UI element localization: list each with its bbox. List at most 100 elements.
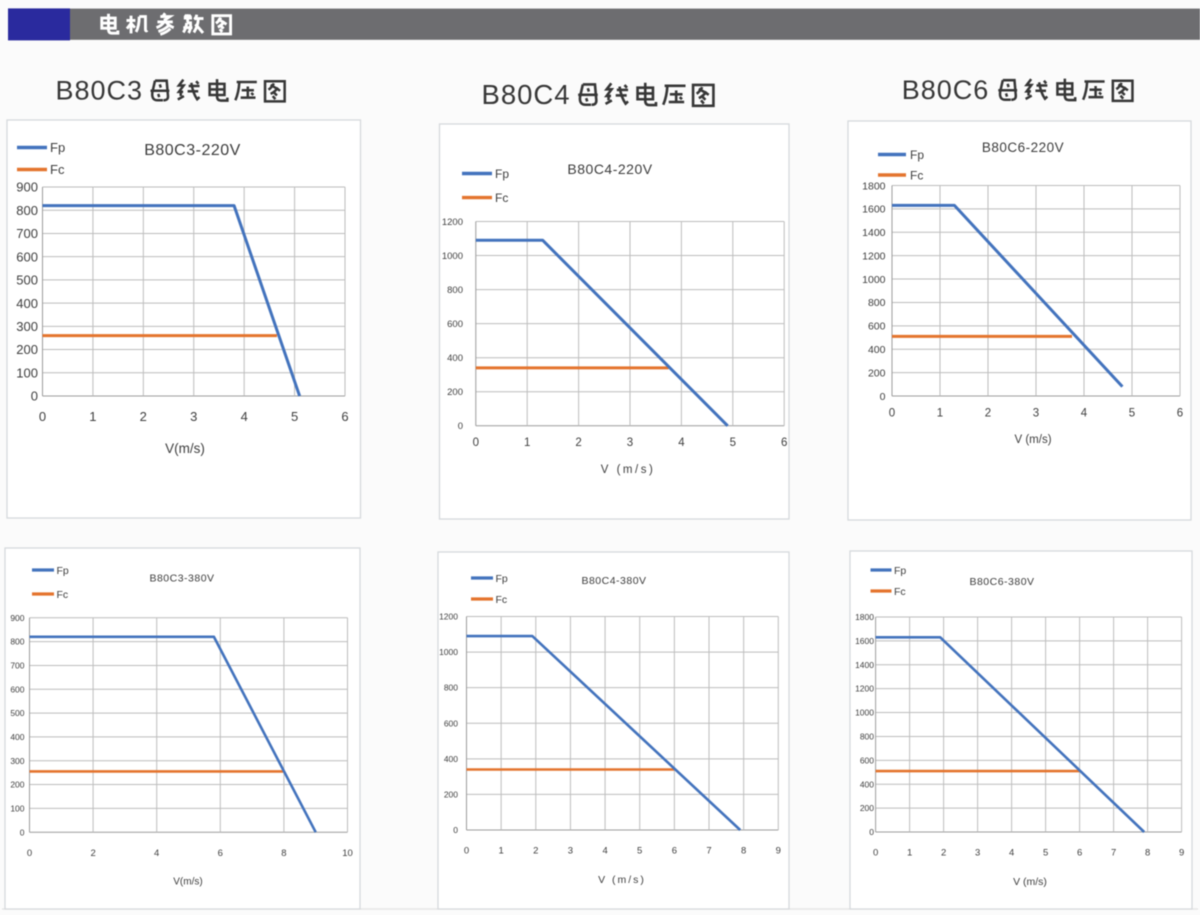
svg-text:4: 4 bbox=[602, 845, 607, 856]
svg-text:0: 0 bbox=[464, 845, 469, 856]
svg-text:Fc: Fc bbox=[894, 586, 906, 598]
svg-text:B80C4: B80C4 bbox=[482, 79, 571, 110]
svg-text:800: 800 bbox=[868, 297, 886, 309]
svg-text:V (m/s): V (m/s) bbox=[1013, 876, 1047, 888]
svg-text:5: 5 bbox=[1043, 847, 1048, 858]
svg-text:3: 3 bbox=[190, 409, 197, 424]
svg-text:1000: 1000 bbox=[439, 647, 458, 657]
svg-text:2: 2 bbox=[941, 847, 946, 858]
svg-text:2: 2 bbox=[575, 437, 581, 449]
svg-text:400: 400 bbox=[16, 296, 38, 311]
svg-text:B80C3-220V: B80C3-220V bbox=[144, 142, 241, 159]
svg-text:1200: 1200 bbox=[442, 217, 463, 228]
svg-text:5: 5 bbox=[291, 409, 298, 424]
svg-text:4: 4 bbox=[1009, 847, 1014, 858]
svg-text:0: 0 bbox=[873, 847, 878, 858]
svg-text:Fc: Fc bbox=[910, 168, 923, 182]
svg-text:1200: 1200 bbox=[855, 684, 874, 694]
svg-text:0: 0 bbox=[458, 421, 463, 432]
svg-text:2: 2 bbox=[533, 845, 538, 856]
svg-text:700: 700 bbox=[16, 226, 38, 241]
svg-text:600: 600 bbox=[447, 319, 463, 330]
svg-text:1800: 1800 bbox=[862, 180, 886, 192]
svg-text:400: 400 bbox=[10, 732, 24, 742]
svg-text:1000: 1000 bbox=[862, 274, 886, 286]
svg-text:800: 800 bbox=[860, 732, 874, 742]
svg-text:1800: 1800 bbox=[855, 612, 874, 622]
svg-text:200: 200 bbox=[860, 803, 874, 813]
svg-text:V(m/s): V(m/s) bbox=[165, 441, 205, 456]
svg-text:7: 7 bbox=[706, 845, 711, 856]
svg-text:0: 0 bbox=[39, 409, 46, 424]
svg-text:1: 1 bbox=[498, 845, 503, 856]
svg-text:B80C3: B80C3 bbox=[56, 76, 144, 106]
svg-text:600: 600 bbox=[868, 321, 886, 333]
svg-text:6: 6 bbox=[781, 437, 787, 449]
svg-text:7: 7 bbox=[1111, 847, 1116, 858]
svg-text:4: 4 bbox=[678, 437, 685, 449]
svg-text:600: 600 bbox=[444, 718, 458, 728]
svg-text:6: 6 bbox=[1077, 847, 1082, 858]
svg-text:200: 200 bbox=[868, 367, 886, 379]
svg-text:6: 6 bbox=[218, 848, 223, 859]
svg-text:1: 1 bbox=[524, 437, 530, 449]
svg-text:400: 400 bbox=[860, 779, 874, 789]
svg-text:9: 9 bbox=[776, 845, 781, 856]
svg-text:B80C6-220V: B80C6-220V bbox=[982, 140, 1064, 155]
svg-text:2: 2 bbox=[90, 848, 95, 859]
svg-text:0: 0 bbox=[453, 825, 458, 835]
svg-text:B80C4-220V: B80C4-220V bbox=[567, 161, 652, 177]
svg-text:3: 3 bbox=[975, 847, 980, 858]
svg-text:V (m/s): V (m/s) bbox=[601, 464, 656, 476]
svg-text:2: 2 bbox=[985, 408, 991, 420]
svg-text:0: 0 bbox=[20, 827, 25, 837]
svg-text:V(m/s): V(m/s) bbox=[173, 877, 202, 888]
svg-text:100: 100 bbox=[16, 366, 38, 381]
svg-text:V (m/s): V (m/s) bbox=[1014, 434, 1051, 446]
svg-text:8: 8 bbox=[741, 845, 746, 856]
svg-text:0: 0 bbox=[889, 408, 895, 420]
svg-text:B80C4-380V: B80C4-380V bbox=[581, 575, 646, 587]
svg-text:6: 6 bbox=[341, 409, 348, 424]
svg-text:4: 4 bbox=[154, 848, 159, 859]
svg-text:5: 5 bbox=[637, 845, 642, 856]
svg-text:800: 800 bbox=[447, 285, 463, 296]
svg-text:900: 900 bbox=[16, 180, 38, 195]
svg-text:0: 0 bbox=[27, 848, 32, 859]
svg-text:1000: 1000 bbox=[442, 251, 463, 262]
svg-text:Fc: Fc bbox=[57, 589, 69, 601]
svg-text:400: 400 bbox=[444, 754, 458, 764]
svg-text:900: 900 bbox=[10, 613, 24, 623]
svg-text:5: 5 bbox=[1129, 408, 1135, 420]
svg-text:Fp: Fp bbox=[496, 573, 508, 585]
svg-text:3: 3 bbox=[627, 437, 633, 449]
svg-text:1600: 1600 bbox=[862, 204, 886, 216]
svg-text:Fp: Fp bbox=[50, 140, 65, 155]
svg-text:Fc: Fc bbox=[50, 162, 65, 177]
svg-text:B80C6-380V: B80C6-380V bbox=[969, 576, 1034, 588]
svg-text:6: 6 bbox=[1177, 408, 1183, 420]
svg-text:400: 400 bbox=[868, 344, 886, 356]
svg-text:8: 8 bbox=[281, 848, 286, 859]
svg-text:200: 200 bbox=[10, 780, 24, 790]
svg-text:800: 800 bbox=[444, 683, 458, 693]
svg-text:800: 800 bbox=[10, 637, 24, 647]
svg-text:300: 300 bbox=[16, 319, 38, 334]
svg-text:100: 100 bbox=[10, 803, 24, 813]
svg-text:B80C3-380V: B80C3-380V bbox=[149, 572, 214, 584]
svg-text:10: 10 bbox=[342, 848, 353, 859]
svg-text:Fp: Fp bbox=[495, 167, 509, 181]
svg-text:Fc: Fc bbox=[496, 594, 508, 606]
svg-text:0: 0 bbox=[473, 437, 479, 449]
svg-text:600: 600 bbox=[10, 684, 24, 694]
svg-text:0: 0 bbox=[869, 827, 874, 837]
svg-text:800: 800 bbox=[16, 203, 38, 218]
svg-text:300: 300 bbox=[10, 756, 24, 766]
svg-text:1000: 1000 bbox=[855, 708, 874, 718]
svg-text:1: 1 bbox=[907, 847, 912, 858]
svg-text:400: 400 bbox=[447, 353, 463, 364]
svg-text:9: 9 bbox=[1179, 847, 1184, 858]
svg-text:0: 0 bbox=[880, 391, 886, 403]
svg-text:200: 200 bbox=[16, 342, 38, 357]
svg-text:0: 0 bbox=[31, 389, 38, 404]
